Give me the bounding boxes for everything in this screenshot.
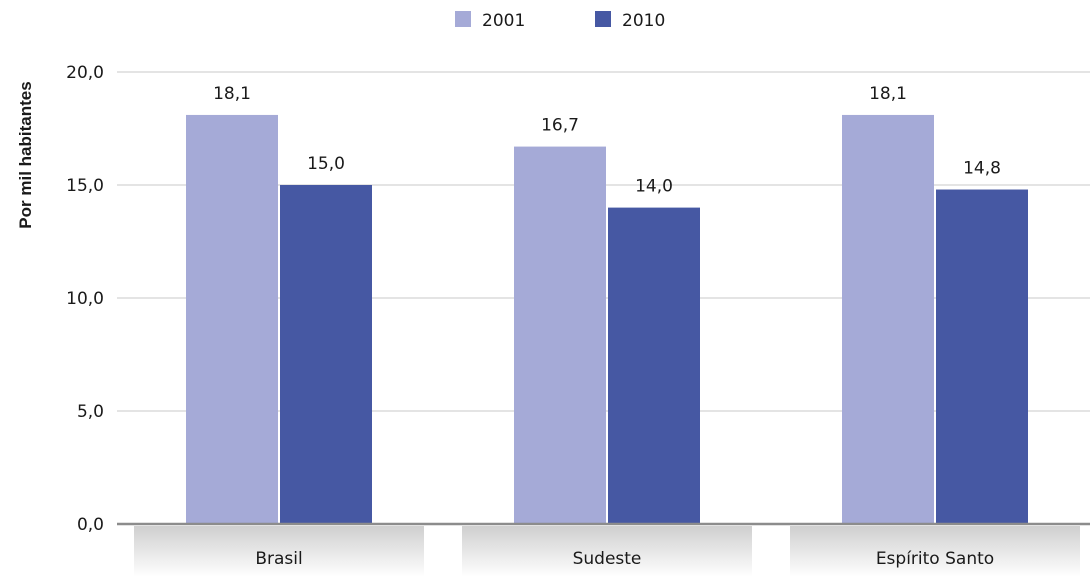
category-panel-1: [462, 526, 752, 577]
y-tick-label: 15,0: [66, 176, 104, 196]
legend: 2001 2010: [455, 11, 665, 31]
data-label: 16,7: [541, 116, 579, 136]
y-tick-label: 20,0: [66, 63, 104, 83]
category-panel-2: [790, 526, 1080, 577]
bar-2001-0: [186, 114, 278, 524]
category-label: Sudeste: [573, 549, 642, 569]
data-label: 14,0: [635, 177, 673, 197]
legend-swatch-2010: [595, 11, 611, 27]
bar-2010-2: [936, 189, 1028, 524]
y-tick-label: 0,0: [77, 515, 104, 535]
data-label: 14,8: [963, 159, 1001, 179]
legend-swatch-2001: [455, 11, 471, 27]
data-label: 18,1: [869, 84, 907, 104]
bar-2001-2: [842, 114, 934, 524]
category-label: Espírito Santo: [876, 549, 994, 569]
legend-label: 2001: [482, 11, 525, 31]
bar-2010-1: [608, 207, 700, 524]
category-label-backgrounds: [134, 526, 1080, 577]
data-label: 15,0: [307, 154, 345, 174]
y-axis-title: Por mil habitantes: [16, 81, 35, 228]
data-label: 18,1: [213, 84, 251, 104]
category-panel-0: [134, 526, 424, 577]
bar-2010-0: [280, 185, 372, 524]
bars: [186, 114, 1028, 524]
bar-2001-1: [514, 146, 606, 524]
y-tick-label: 5,0: [77, 402, 104, 422]
category-label: Brasil: [255, 549, 302, 569]
y-tick-label: 10,0: [66, 289, 104, 309]
labels: 0,0 5,0 10,0 15,0 20,0 18,1 15,0 Brasil 16,7 14,0…: [66, 63, 1001, 569]
legend-label: 2010: [622, 11, 665, 31]
